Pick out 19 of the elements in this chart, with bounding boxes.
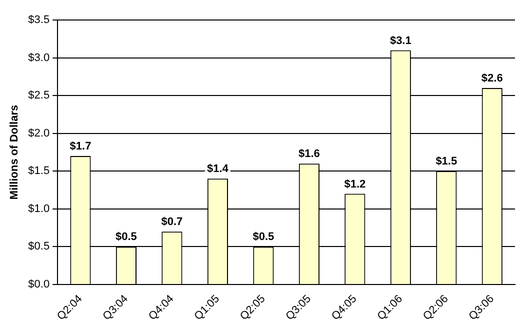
- data-label: $1.4: [206, 163, 230, 176]
- y-tick-label: $3.0: [28, 52, 50, 64]
- data-label: $1.5: [436, 156, 458, 168]
- y-tick-label: $0.5: [28, 240, 50, 253]
- data-label: $0.7: [161, 216, 183, 228]
- y-tick-label: $1.5: [28, 165, 50, 178]
- y-tick-label: $1.0: [28, 202, 50, 215]
- data-label: $0.5: [252, 231, 274, 244]
- y-tick-label: $2.5: [28, 90, 50, 102]
- y-tick-label: $2.0: [28, 127, 50, 140]
- y-tick-label: $0.0: [28, 278, 50, 291]
- data-label: $1.2: [344, 178, 366, 190]
- data-label: $2.6: [481, 72, 503, 85]
- y-axis-title: Millions of Dollars: [8, 104, 21, 200]
- data-label: $0.5: [116, 231, 137, 244]
- data-label: $3.1: [390, 34, 412, 47]
- data-label: $1.7: [70, 140, 92, 153]
- y-tick-label: $3.5: [28, 14, 50, 26]
- data-label: $1.6: [298, 148, 320, 160]
